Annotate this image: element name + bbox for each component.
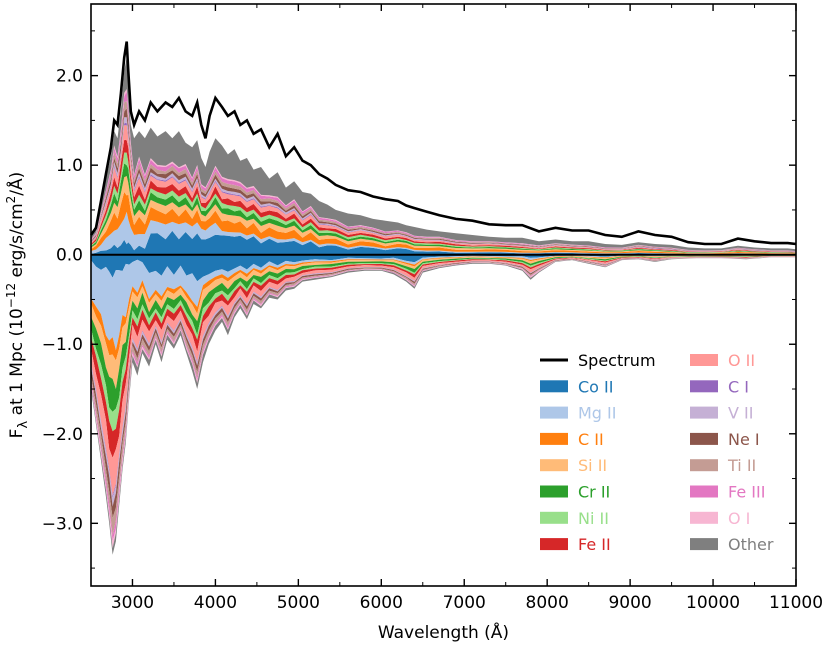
- legend-label-co-ii: Co II: [578, 377, 613, 396]
- legend-swatch-c-i: [690, 380, 718, 393]
- legend-swatch-ti-ii: [690, 459, 718, 472]
- x-tick-label: 9000: [608, 593, 651, 613]
- x-tick-label: 3000: [111, 593, 154, 613]
- x-tick-label: 8000: [526, 593, 569, 613]
- legend-label-si-ii: Si II: [578, 456, 607, 475]
- y-axis-ticks: 2.0 1.0 0.0 −1.0 −2.0 −3.0: [42, 30, 796, 569]
- y-tick-label: 0.0: [56, 246, 83, 266]
- legend-swatch-mg-ii: [540, 406, 568, 419]
- y-tick-label: −2.0: [42, 425, 83, 445]
- legend-swatch-ne-i: [690, 432, 718, 445]
- x-tick-label: 4000: [194, 593, 237, 613]
- legend-label-fe-iii: Fe III: [728, 483, 765, 502]
- y-label-mid2: erg/s/cm: [7, 203, 27, 283]
- legend-swatch-co-ii: [540, 380, 568, 393]
- legend-label-o-i: O I: [728, 509, 750, 528]
- legend-label-v-ii: V II: [728, 404, 753, 423]
- x-tick-label: 11000: [769, 593, 823, 613]
- legend-label-ni-ii: Ni II: [578, 509, 609, 528]
- legend-label-mg-ii: Mg II: [578, 404, 616, 423]
- legend-swatch-fe-ii: [540, 538, 568, 551]
- emission-band-other: [91, 57, 796, 252]
- absorption-band-co-ii: [91, 254, 796, 282]
- y-tick-label: −1.0: [42, 335, 83, 355]
- y-axis-label: Fλ at 1 Mpc (10−12 erg/s/cm2/Å): [4, 172, 31, 439]
- legend-label-o-ii: O II: [728, 351, 755, 370]
- emission-band-c-ii: [91, 192, 796, 254]
- x-tick-label: 10000: [686, 593, 740, 613]
- legend-swatch-v-ii: [690, 406, 718, 419]
- x-tick-label: 7000: [443, 593, 486, 613]
- y-tick-label: −3.0: [42, 514, 83, 534]
- legend-swatch-ni-ii: [540, 511, 568, 524]
- legend: Spectrum Co II Mg II C II Si II Cr II Ni II Fe …: [540, 351, 774, 554]
- plot-frame: [90, 3, 797, 587]
- emission-layers: [91, 57, 796, 255]
- y-tick-label: 1.0: [56, 156, 83, 176]
- y-label-prefix: F: [7, 429, 27, 439]
- emission-band-co-ii: [91, 230, 796, 255]
- x-tick-label: 5000: [277, 593, 320, 613]
- legend-label-ne-i: Ne I: [728, 430, 760, 449]
- emission-band-mg-ii: [91, 211, 796, 255]
- absorption-layers: [91, 254, 796, 555]
- legend-label-other: Other: [728, 535, 774, 554]
- y-label-sup2: 2: [4, 196, 18, 204]
- x-tick-label: 6000: [360, 593, 403, 613]
- legend-label-c-i: C I: [728, 377, 749, 396]
- legend-label-fe-ii: Fe II: [578, 535, 611, 554]
- legend-swatch-si-ii: [540, 459, 568, 472]
- legend-swatch-fe-iii: [690, 485, 718, 498]
- y-label-mid: at 1 Mpc (10: [7, 308, 27, 421]
- spectrum-line: [89, 41, 797, 246]
- legend-label-spectrum: Spectrum: [578, 351, 656, 370]
- legend-swatch-o-ii: [690, 354, 718, 366]
- y-label-sub: λ: [16, 421, 31, 429]
- legend-swatch-o-i: [690, 511, 718, 524]
- legend-label-cr-ii: Cr II: [578, 483, 610, 502]
- legend-swatch-other: [690, 538, 718, 551]
- legend-swatch-c-ii: [540, 432, 568, 445]
- y-label-end: /Å): [5, 172, 27, 196]
- y-label-sup: −12: [4, 283, 18, 308]
- legend-swatch-cr-ii: [540, 485, 568, 498]
- x-axis-label: Wavelength (Å): [378, 621, 509, 643]
- legend-label-c-ii: C II: [578, 430, 604, 449]
- y-tick-label: 2.0: [56, 67, 83, 87]
- legend-label-ti-ii: Ti II: [727, 456, 756, 475]
- x-axis-ticks: 3000 4000 5000 6000 7000 8000 9000 10000 11000: [90, 4, 823, 613]
